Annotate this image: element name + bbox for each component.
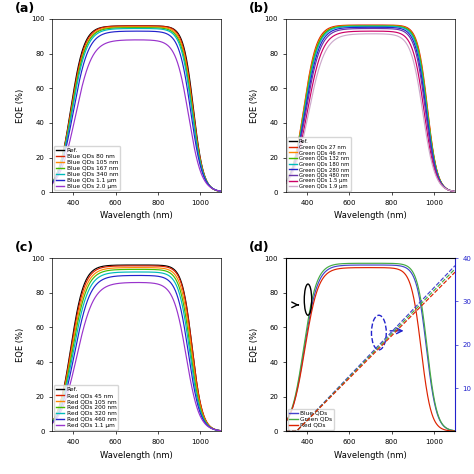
Legend: Blue QDs, Green QDs, Red QDs: Blue QDs, Green QDs, Red QDs [288, 409, 334, 429]
X-axis label: Wavelength (nm): Wavelength (nm) [100, 450, 173, 459]
X-axis label: Wavelength (nm): Wavelength (nm) [334, 211, 407, 220]
Y-axis label: EQE (%): EQE (%) [250, 328, 259, 362]
Text: (a): (a) [15, 2, 35, 15]
Y-axis label: EQE (%): EQE (%) [250, 89, 259, 123]
Y-axis label: EQE (%): EQE (%) [17, 89, 26, 123]
Text: (c): (c) [15, 241, 34, 254]
Text: (d): (d) [248, 241, 269, 254]
Y-axis label: EQE (%): EQE (%) [17, 328, 26, 362]
Legend: Ref., Blue QDs 80 nm, Blue QDs 105 nm, Blue QDs 167 nm, Blue QDs 340 nm, Blue QD: Ref., Blue QDs 80 nm, Blue QDs 105 nm, B… [54, 146, 120, 191]
X-axis label: Wavelength (nm): Wavelength (nm) [334, 450, 407, 459]
X-axis label: Wavelength (nm): Wavelength (nm) [100, 211, 173, 220]
Legend: Ref., Green QDs 27 nm, Green QDs 46 nm, Green QDs 132 nm, Green QDs 180 nm, Gree: Ref., Green QDs 27 nm, Green QDs 46 nm, … [287, 137, 351, 191]
Legend: Ref., Red QDs 45 nm, Red QDs 105 nm, Red QDs 200 nm, Red QDs 320 nm, Red QDs 460: Ref., Red QDs 45 nm, Red QDs 105 nm, Red… [54, 385, 118, 429]
Text: (b): (b) [248, 2, 269, 15]
